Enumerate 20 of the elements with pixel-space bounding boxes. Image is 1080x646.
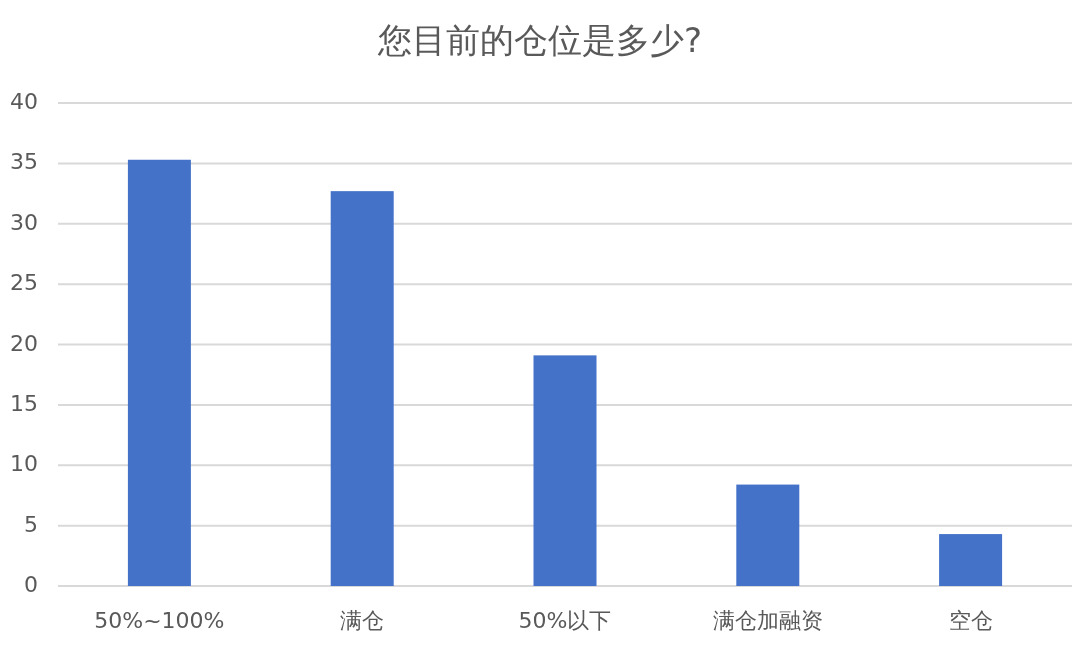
bar <box>736 484 800 586</box>
y-tick-label: 25 <box>10 270 38 296</box>
y-tick-label: 35 <box>10 149 38 175</box>
y-tick-label: 20 <box>10 330 38 356</box>
y-tick-label: 0 <box>24 572 38 597</box>
bar <box>939 534 1003 586</box>
y-tick-label: 30 <box>10 209 38 235</box>
y-tick-label: 5 <box>24 511 38 537</box>
y-tick-label: 40 <box>10 89 38 114</box>
x-tick-label: 50%以下 <box>518 608 612 633</box>
x-tick-label: 满仓 <box>340 608 385 633</box>
chart-title: 您目前的仓位是多少? <box>376 19 703 60</box>
x-tick-label: 空仓 <box>948 608 993 633</box>
x-tick-label: 满仓加融资 <box>712 608 823 633</box>
y-tick-label: 15 <box>10 390 38 416</box>
y-tick-label: 10 <box>10 451 38 477</box>
x-tick-label: 50%~100% <box>94 608 225 633</box>
bar <box>533 355 597 586</box>
bar <box>330 191 394 586</box>
bar <box>127 159 191 586</box>
